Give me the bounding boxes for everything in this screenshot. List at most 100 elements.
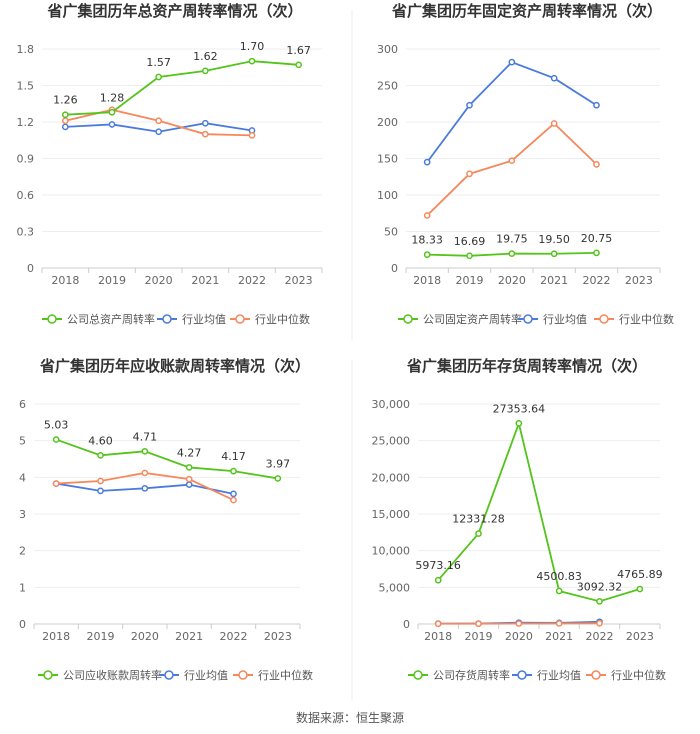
chart3-legend-marker [43,670,53,680]
chart4-y-tick-label: 5,000 [379,581,411,594]
chart1-data-point-industry-median [155,117,163,125]
chart4-data-point-company [515,420,523,427]
chart3-legend-label: 行业均值 [184,669,228,682]
chart2-y-tick-label: 0 [391,262,398,275]
chart3-y-tick-label: 6 [19,398,26,411]
chart2-y-tick-label: 50 [384,226,398,239]
chart2-legend-label: 公司固定资产周转率 [423,312,522,326]
chart4-y-tick-label: 10,000 [372,545,411,558]
chart2-x-tick-label: 2021 [540,274,568,287]
chart1-data-point-company [108,108,116,116]
chart3-legend-label: 公司应收账款周转率 [63,668,162,682]
chart1-data-point-company [61,111,69,119]
chart1-x-tick-label: 2019 [98,274,126,287]
chart4-data-label: 4500.83 [536,570,582,583]
chart2-data-label: 20.75 [581,232,613,245]
chart4-x-tick-label: 2023 [626,630,654,643]
chart3-legend-label: 行业中位数 [258,668,313,682]
chart4-y-tick-label: 30,000 [372,398,411,411]
chart2-data-point-industry-avg [508,58,516,66]
chart3-data-label: 4.71 [133,430,158,443]
chart2-series-line-industry-avg [426,61,597,163]
chart2-title: 省广集团历年固定资产周转率情况（次） [391,2,662,20]
chart2-legend-marker [523,314,533,324]
chart1-y-tick-label: 1.8 [17,43,35,56]
chart4-legend-marker [517,670,527,680]
chart4-x-tick-label: 2022 [586,630,614,643]
chart1-data-label: 1.26 [53,94,78,107]
chart1-data-point-industry-avg [201,119,209,127]
chart3-data-point-company [141,447,149,455]
chart1-legend-label: 公司总资产周转率 [67,312,155,326]
source-footnote: 数据来源：恒生聚源 [296,710,404,725]
chart4-data-point-company [555,587,563,595]
chart2-x-tick-label: 2018 [413,274,441,287]
chart2-data-label: 18.33 [411,234,443,247]
chart1-data-label: 1.67 [286,44,311,57]
chart4-y-tick-label: 0 [403,618,410,631]
chart2-data-point-industry-median [466,170,473,178]
chart3-x-tick-label: 2021 [175,630,203,643]
chart4-data-label: 5973.16 [415,559,461,572]
chart1-y-tick-label: 0 [27,262,34,275]
chart2-data-label: 16.69 [454,235,486,248]
chart3-data-point-company [97,451,104,459]
chart2-x-tick-label: 2022 [583,274,611,287]
chart3-data-point-industry-avg [230,490,237,498]
chart1-y-tick-label: 1.2 [17,116,35,129]
chart1-data-label: 1.62 [193,50,218,63]
chart1-legend-label: 行业中位数 [255,312,310,326]
chart3-data-point-company [185,464,193,471]
chart3-data-point-industry-median [52,480,60,487]
chart1-data-point-industry-avg [61,123,69,131]
chart3-x-tick-label: 2022 [220,630,248,643]
chart1-data-point-company [155,73,163,81]
chart2-y-tick-label: 300 [377,43,398,56]
chart1-series-line-company [65,60,299,116]
chart3-data-point-company [230,467,237,475]
chart2-data-point-industry-avg [593,101,600,109]
chart1-y-tick-label: 1.5 [17,80,35,93]
chart2-data-point-industry-median [508,157,516,165]
chart3-legend-marker [164,670,174,680]
chart3-data-point-industry-avg [185,481,193,489]
chart2-series-line-industry-median [426,122,598,217]
chart3-legend-marker [238,670,248,680]
chart2-data-point-company [508,250,516,257]
chart2-data-point-industry-median [423,212,431,219]
chart4-legend-marker [413,670,423,680]
chart4-data-point-company [475,530,482,537]
chart1-y-tick-label: 0.6 [17,189,35,202]
chart4-x-tick-label: 2021 [545,630,573,643]
chart4-data-point-industry-median [434,620,442,628]
chart2-data-point-industry-avg [423,158,431,166]
chart3-x-tick-label: 2023 [264,630,292,643]
chart4-data-label: 27353.64 [493,402,546,415]
chart4-data-label: 4765.89 [617,568,663,581]
chart4-legend-marker [591,670,601,680]
chart2-data-point-industry-median [550,120,558,127]
chart3-data-point-industry-median [230,496,237,504]
chart3-x-tick-label: 2020 [131,630,159,643]
chart1-legend-label: 行业均值 [182,313,226,326]
chart2-data-point-industry-avg [550,74,558,82]
chart2-legend-marker [403,314,413,324]
chart1-data-point-company [201,67,209,75]
chart2-data-point-company [550,250,558,258]
chart3-data-label: 4.60 [88,434,113,447]
chart2-y-tick-label: 150 [377,153,398,166]
chart1-x-tick-label: 2018 [51,274,79,287]
chart1-y-tick-label: 0.9 [17,153,35,166]
chart2-x-tick-label: 2023 [625,274,653,287]
chart4-x-tick-label: 2019 [465,630,493,643]
chart3-data-point-industry-avg [141,484,149,492]
chart1-data-point-industry-median [61,117,69,125]
chart2-data-point-industry-median [593,160,600,168]
chart1-data-point-industry-median [248,132,256,139]
chart3-data-point-industry-median [97,477,104,485]
chart2-data-point-company [593,249,600,257]
chart3-y-tick-label: 5 [19,435,26,448]
chart4-data-label: 3092.32 [577,580,623,593]
chart4-data-point-company [636,585,644,593]
chart3-data-point-industry-median [141,469,149,477]
